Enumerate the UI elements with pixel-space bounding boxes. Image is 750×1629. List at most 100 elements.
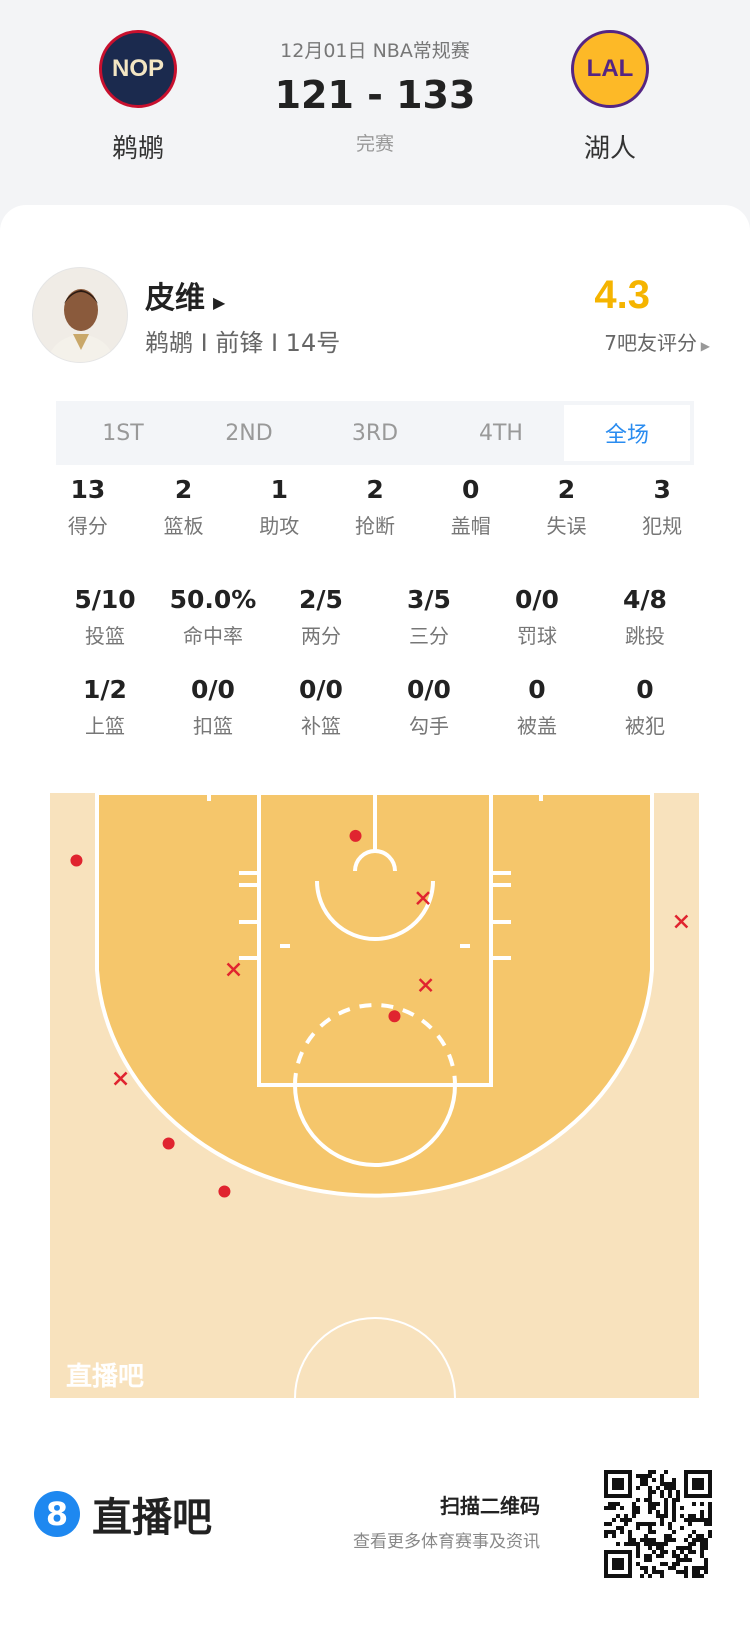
stat-label: 上篮 [85, 714, 125, 738]
stat-value: 13 [70, 475, 106, 504]
qr-code[interactable] [604, 1470, 712, 1578]
game-status: 完赛 [355, 133, 394, 155]
stat-item: 3 犯规 [614, 475, 710, 539]
restricted-area [315, 880, 435, 941]
brand-logo-icon: 8 [34, 1491, 80, 1537]
home-team-logo: NOP [99, 30, 177, 108]
player-name[interactable]: 皮维 ▶ [145, 273, 225, 317]
home-team[interactable]: NOP 鹈鹕 [78, 30, 198, 165]
stat-label: 助攻 [259, 514, 300, 538]
stat-label: 勾手 [409, 714, 449, 738]
stat-value: 50.0% [169, 585, 257, 614]
stat-label: 被盖 [517, 714, 557, 738]
play-arrow-icon: ▶ [213, 293, 226, 312]
stat-value: 1 [270, 475, 288, 504]
tab-4th[interactable]: 4TH [479, 420, 523, 446]
stat-value: 0 [528, 675, 546, 704]
stat-item: 0 被犯 [595, 675, 695, 739]
away-team-name: 湖人 [583, 134, 636, 164]
stat-item: 13 得分 [40, 475, 136, 539]
stat-value: 2 [174, 475, 193, 504]
shot-missed [674, 914, 689, 929]
three-point-line [95, 793, 654, 1198]
stat-value: 3 [653, 475, 671, 504]
stat-item: 0/0 扣篮 [163, 675, 263, 739]
stats-row-shot-types: 1/2 上篮 0/0 扣篮 0/0 补篮 0/0 勾手 0 被盖 0 被犯 [55, 675, 695, 739]
stat-label: 投篮 [85, 624, 125, 648]
stat-value: 5/10 [74, 585, 136, 614]
stat-label: 补篮 [301, 714, 341, 738]
stat-item: 0 被盖 [487, 675, 587, 739]
rating-label: 7吧友评分 [604, 331, 697, 355]
stat-value: 0/0 [515, 585, 559, 614]
stat-item: 3/5 三分 [379, 585, 479, 649]
stat-item: 2 失误 [519, 475, 615, 539]
free-throw-circle-bottom [293, 1084, 457, 1167]
brand-name: 直播吧 [92, 1495, 212, 1541]
player-card: 皮维 ▶ 鹈鹕 I 前锋 I 14号 4.3 7吧友评分 ▶ 1ST 2ND 3R… [0, 205, 750, 1629]
stat-item: 2 篮板 [136, 475, 232, 539]
stat-label: 抢断 [355, 514, 396, 538]
scan-subtitle: 查看更多体育赛事及资讯 [353, 1532, 540, 1552]
stat-item: 2 抢断 [327, 475, 423, 539]
player-name-text: 皮维 [145, 281, 205, 316]
game-header: NOP 鹈鹕 12月01日 NBA常规赛 121 - 133 完赛 LAL 湖人 [0, 0, 750, 205]
stat-label: 命中率 [183, 624, 243, 648]
stat-item: 0/0 勾手 [379, 675, 479, 739]
brand-logo: 8 直播吧 [34, 1485, 212, 1543]
stat-value: 2 [557, 475, 576, 504]
shot-made [218, 1185, 231, 1198]
stat-label: 扣篮 [193, 714, 233, 738]
period-tabs: 1ST 2ND 3RD 4TH 全场 [56, 401, 694, 465]
stat-item: 50.0% 命中率 [163, 585, 263, 649]
stat-label: 得分 [67, 514, 108, 538]
paint [257, 793, 493, 1087]
stat-label: 盖帽 [450, 514, 491, 538]
stat-item: 4/8 跳投 [595, 585, 695, 649]
shot-made [388, 1010, 401, 1023]
stat-item: 0/0 补篮 [271, 675, 371, 739]
game-date: 12月01日 NBA常规赛 [280, 40, 470, 62]
stat-value: 0 [462, 475, 480, 504]
stat-item: 2/5 两分 [271, 585, 371, 649]
rating-link[interactable]: 7吧友评分 ▶ [604, 327, 710, 356]
stat-value: 0/0 [299, 675, 343, 704]
stat-item: 5/10 投篮 [55, 585, 155, 649]
stat-value: 0/0 [407, 675, 451, 704]
stat-label: 被犯 [625, 714, 665, 738]
shot-missed [226, 962, 241, 977]
stat-label: 失误 [546, 514, 587, 538]
stat-value: 2 [366, 475, 384, 504]
watermark: 直播吧 [66, 1362, 144, 1392]
tab-full-game[interactable]: 全场 [564, 405, 690, 461]
shot-missed [113, 1071, 128, 1086]
stat-label: 罚球 [517, 624, 557, 648]
stat-label: 两分 [301, 624, 341, 648]
stats-row-shooting: 5/10 投篮 50.0% 命中率 2/5 两分 3/5 三分 0/0 罚球 4/8 跳投 [55, 585, 695, 649]
stat-label: 三分 [409, 624, 449, 648]
stats-row-basic: 13 得分 2 篮板 1 助攻 2 抢断 0 盖帽 2 失误 3 犯规 [40, 475, 710, 539]
stat-value: 4/8 [623, 585, 667, 614]
away-team-logo: LAL [571, 30, 649, 108]
stat-value: 2/5 [299, 585, 343, 614]
arrow-right-icon: ▶ [696, 339, 710, 353]
shot-missed [416, 891, 430, 906]
player-rating: 4.3 [594, 273, 650, 317]
shot-made [162, 1137, 175, 1150]
stat-value: 0 [636, 675, 654, 704]
away-team[interactable]: LAL 湖人 [550, 30, 670, 165]
stat-value: 0/0 [191, 675, 235, 704]
tab-3rd[interactable]: 3RD [351, 420, 399, 446]
tab-2nd[interactable]: 2ND [225, 420, 273, 446]
shot-chart: 直播吧 [50, 793, 699, 1398]
shot-made [70, 854, 83, 867]
home-team-name: 鹈鹕 [111, 134, 164, 164]
shot-made [349, 829, 362, 842]
stat-item: 0 盖帽 [423, 475, 519, 539]
stat-item: 1 助攻 [231, 475, 327, 539]
scan-title: 扫描二维码 [440, 1494, 540, 1518]
player-avatar[interactable] [32, 267, 128, 363]
stat-value: 1/2 [83, 675, 127, 704]
tab-1st[interactable]: 1ST [102, 420, 144, 446]
stat-item: 0/0 罚球 [487, 585, 587, 649]
